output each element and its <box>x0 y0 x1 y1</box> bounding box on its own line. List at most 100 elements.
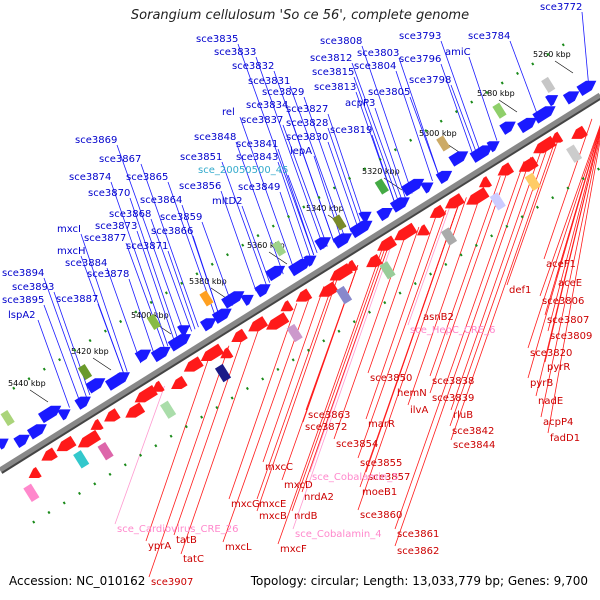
map-title: Sorangium cellulosum 'So ce 56', complet… <box>130 8 470 23</box>
reverse-gene-arrow <box>28 467 42 479</box>
gene-label: sce3864 <box>140 195 182 206</box>
reverse-gene-arrow <box>220 347 234 359</box>
forward-gene-arrow <box>0 438 9 450</box>
annotation-box <box>160 400 177 419</box>
kbp-tick-mark <box>498 99 518 113</box>
forward-gene-arrow <box>303 255 317 267</box>
annotation-box <box>541 76 556 93</box>
label-line <box>291 248 386 512</box>
label-line <box>407 186 484 406</box>
label-line <box>506 139 559 286</box>
label-line <box>277 250 382 545</box>
gene-label: sce3848 <box>194 132 236 143</box>
gene-label: sce3809 <box>550 331 592 342</box>
reverse-gene-arrow <box>571 125 588 139</box>
gene-label: sce3819 <box>330 125 372 136</box>
label-line <box>287 109 335 243</box>
label-line <box>192 235 220 315</box>
gene-label: sce3863 <box>308 410 350 421</box>
gene-label: acpP4 <box>543 417 573 428</box>
annotation-box <box>0 410 15 427</box>
label-line <box>527 127 600 379</box>
gene-label: sce3870 <box>88 188 130 199</box>
gene-label: mxcB <box>259 511 287 522</box>
label-line <box>106 267 142 364</box>
label-line <box>256 277 338 512</box>
gene-label: mxcE <box>259 499 286 510</box>
gene-label: sce3843 <box>236 152 278 163</box>
annotation-box <box>524 172 541 192</box>
reverse-gene-arrow <box>478 176 492 188</box>
gene-label: sce3805 <box>368 87 410 98</box>
gene-label: sce3842 <box>452 426 494 437</box>
label-line <box>468 56 498 141</box>
annotation-box <box>492 102 507 119</box>
annotation-box <box>332 214 347 231</box>
gene-label: sce3857 <box>368 472 410 483</box>
label-line <box>136 230 176 343</box>
gene-label: sce3866 <box>151 226 193 237</box>
gene-label: nadE <box>538 396 563 407</box>
annotation-box <box>73 450 90 469</box>
gene-label: sce3877 <box>84 233 126 244</box>
reverse-gene-arrow <box>429 204 447 218</box>
kbp-tick-label: 5280 kbp <box>477 89 515 98</box>
gene-label: sce_Cobalamin_5 <box>312 472 399 483</box>
forward-gene-arrow <box>134 349 152 363</box>
annotation-box <box>97 442 114 461</box>
annotation-box <box>23 483 40 503</box>
gene-label: sce3827 <box>286 104 328 115</box>
gene-label: sce3873 <box>95 221 137 232</box>
label-line <box>540 134 600 418</box>
reverse-gene-arrow <box>200 343 225 362</box>
gene-label: tatC <box>183 554 204 565</box>
genome-info-text: Topology: circular; Length: 13,033,779 b… <box>250 574 588 588</box>
forward-gene-arrow <box>221 291 245 309</box>
label-line <box>450 150 542 411</box>
label-line <box>327 127 362 226</box>
label-line <box>450 84 477 154</box>
gene-label: sce3831 <box>248 76 290 87</box>
label-line <box>110 181 169 347</box>
gene-label: tatB <box>176 535 197 546</box>
label-line <box>277 161 311 258</box>
reverse-gene-arrow <box>394 222 418 241</box>
annotation-box <box>214 363 232 383</box>
reverse-gene-arrow <box>231 328 248 342</box>
gene-label: sce3878 <box>87 269 129 280</box>
gene-label: sce3907 <box>151 577 193 588</box>
annotation-box <box>146 313 162 330</box>
gene-label: sce3868 <box>109 209 151 220</box>
gene-label: lspA2 <box>8 310 36 321</box>
label-line <box>262 286 325 463</box>
gene-label: sce3796 <box>399 54 441 65</box>
label-line <box>239 116 294 268</box>
gene-label: sce3850 <box>370 373 412 384</box>
reverse-gene-arrow <box>151 380 165 392</box>
forward-gene-arrow <box>499 121 516 135</box>
label-line <box>201 221 233 307</box>
gene-label: def1 <box>509 285 531 296</box>
gene-label: ilvA <box>410 405 428 416</box>
reverse-gene-arrow <box>104 408 121 422</box>
gene-label: lepA <box>290 146 312 157</box>
reverse-gene-arrow <box>41 447 58 461</box>
gene-label: sce3871 <box>126 241 168 252</box>
reverse-gene-arrow <box>533 135 557 154</box>
label-line <box>145 358 209 542</box>
label-line <box>301 245 389 493</box>
gene-label: sce3884 <box>65 258 107 269</box>
label-line <box>547 129 600 332</box>
reverse-gene-arrow <box>295 288 313 302</box>
label-line <box>440 40 481 152</box>
gene-label: sce3856 <box>179 181 221 192</box>
label-line <box>351 62 403 201</box>
gene-label: moeB1 <box>362 487 397 498</box>
label-line <box>292 243 393 530</box>
forward-gene-arrow <box>400 178 425 197</box>
reverse-gene-arrow <box>377 235 398 251</box>
label-line <box>150 218 193 332</box>
forward-gene-arrow <box>57 409 71 421</box>
label-line <box>429 176 501 377</box>
